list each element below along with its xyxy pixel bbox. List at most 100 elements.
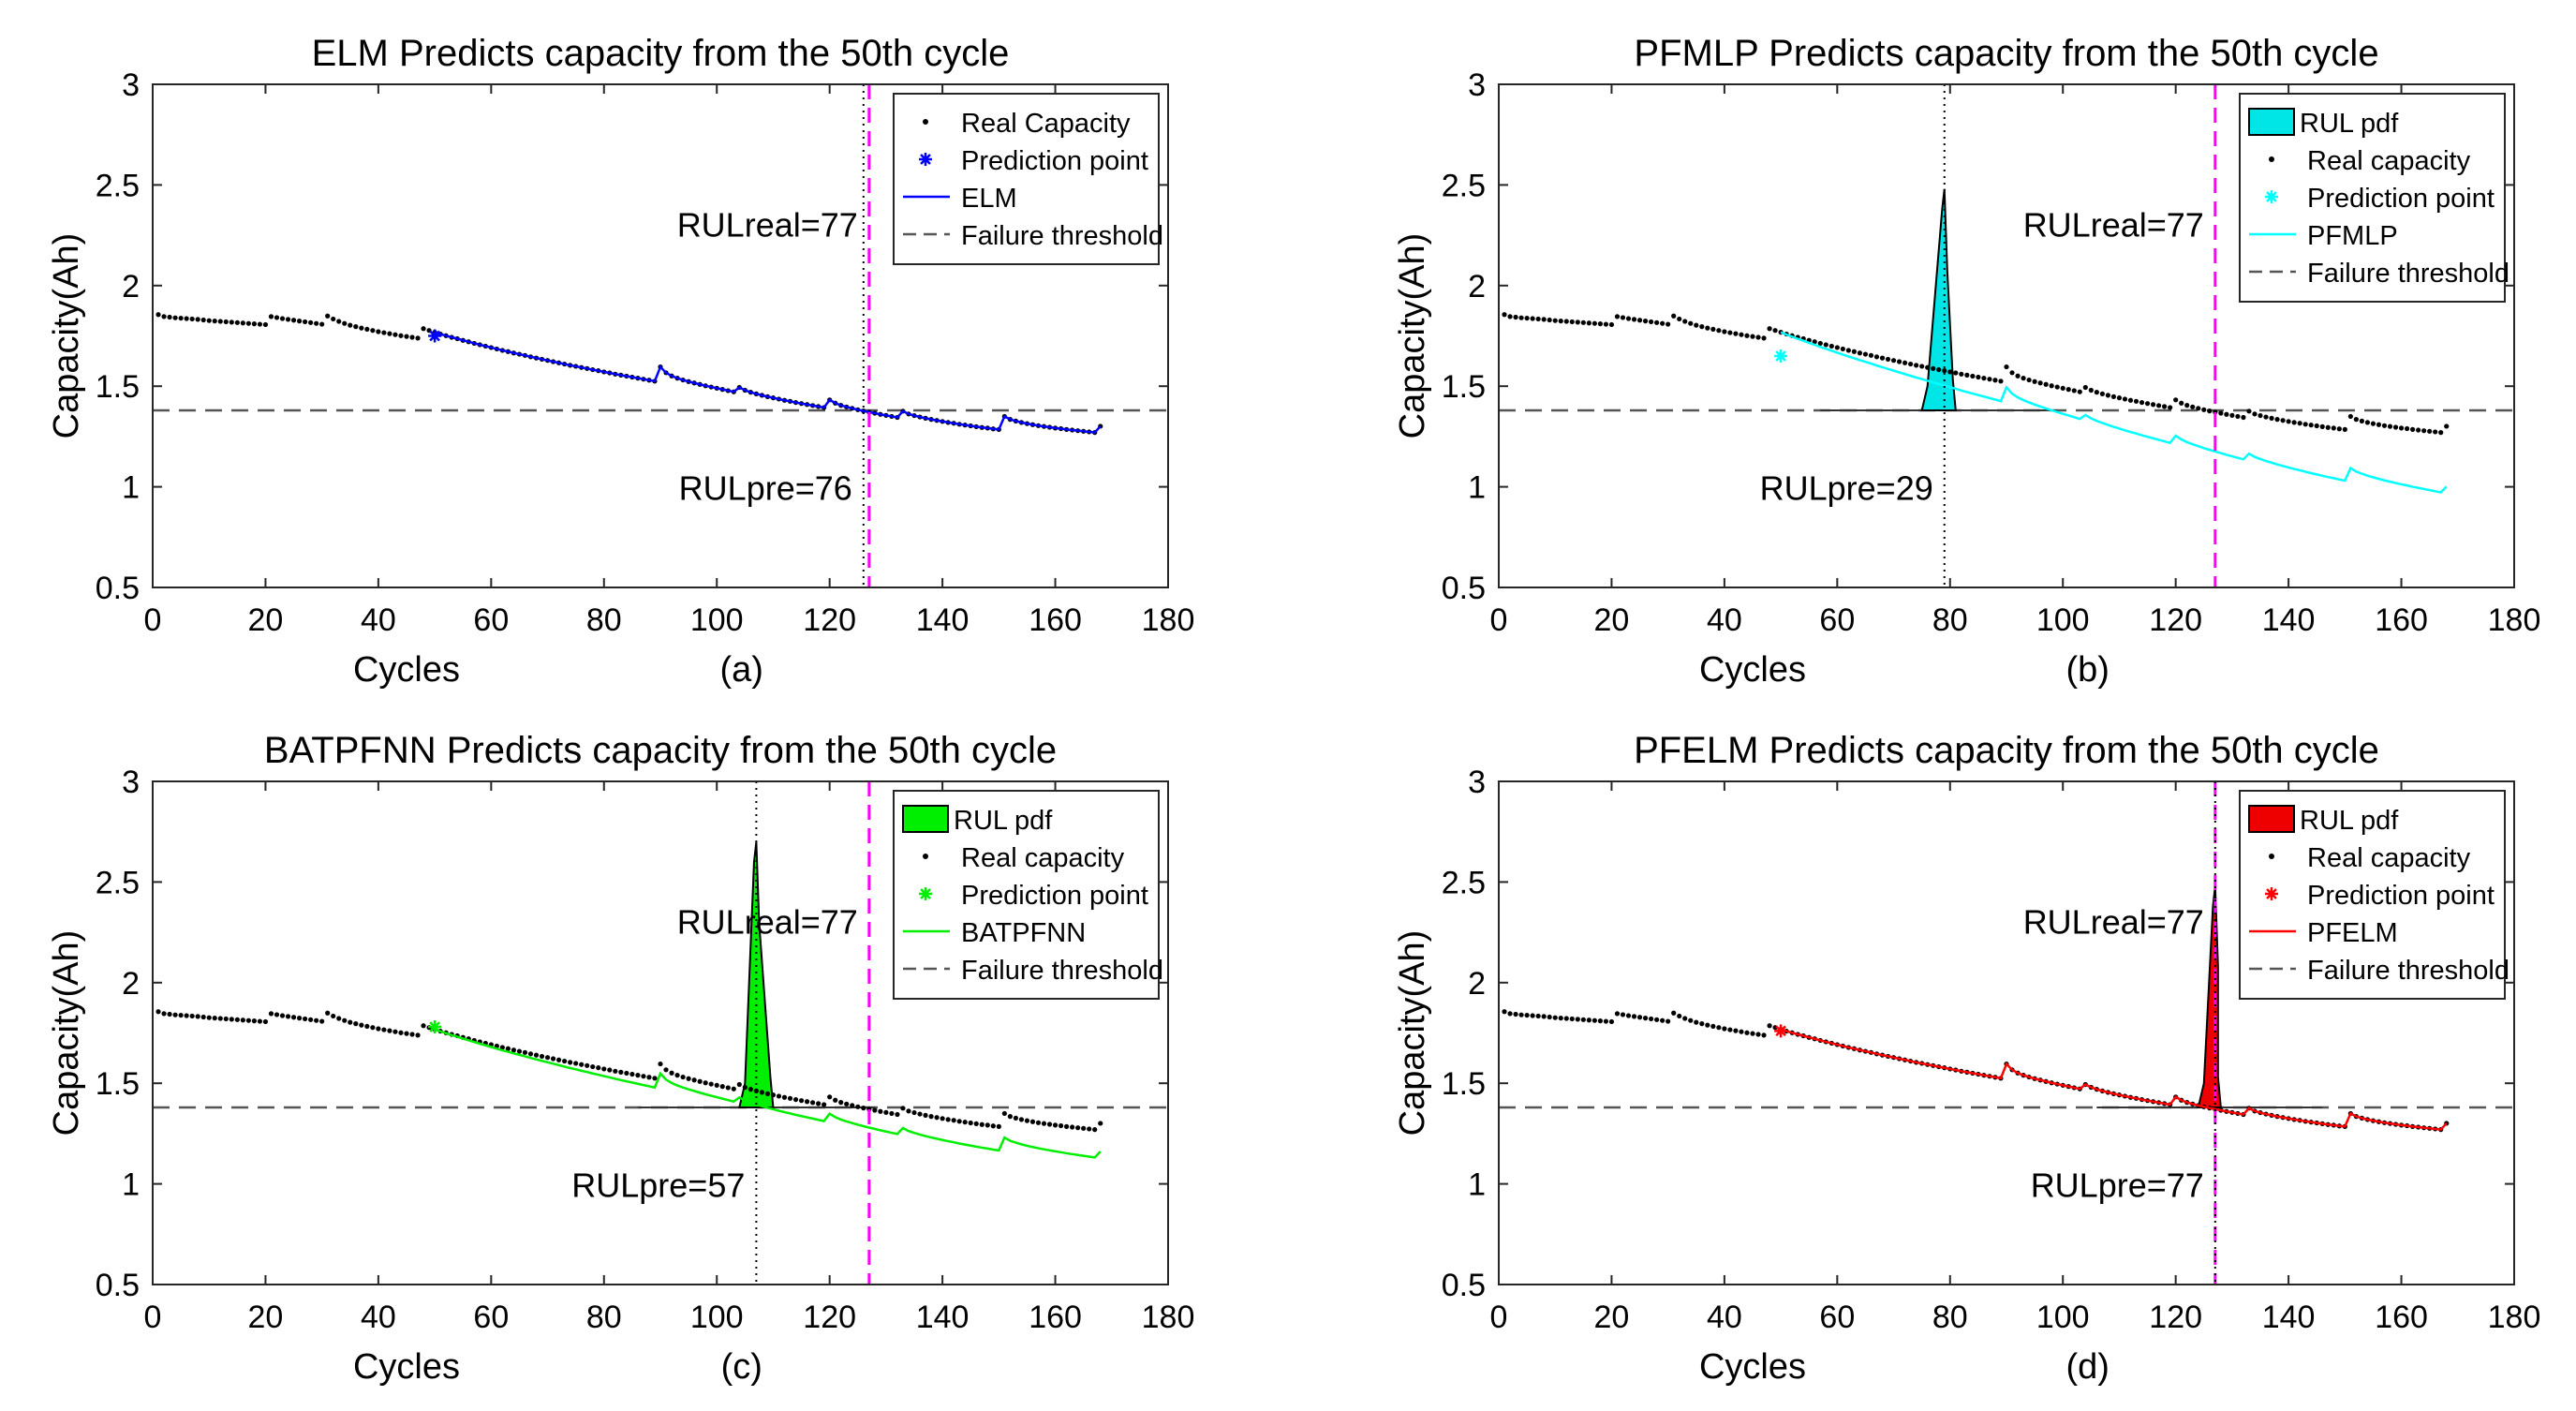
real-capacity-point	[1862, 351, 1869, 357]
real-capacity-point	[1558, 319, 1563, 324]
axes-box	[152, 83, 1169, 588]
real-capacity-point	[973, 1121, 979, 1126]
legend-label: Prediction point	[961, 881, 1148, 911]
real-capacity-point	[167, 314, 172, 320]
real-capacity-point	[646, 1075, 652, 1080]
real-capacity-point	[714, 1082, 719, 1088]
real-capacity-point	[686, 1076, 691, 1081]
real-capacity-point	[562, 1058, 568, 1064]
real-capacity-point	[1625, 316, 1632, 321]
real-capacity-point	[251, 1018, 257, 1024]
real-capacity-point	[2241, 414, 2246, 421]
real-capacity-point	[1518, 1012, 1524, 1017]
real-capacity-point	[1699, 1021, 1705, 1027]
x-tick-label: 40	[1707, 1300, 1742, 1335]
y-tick-label: 3	[1468, 765, 1486, 800]
real-capacity-point	[364, 1023, 370, 1030]
chart-panel: BATPFNN Predicts capacity from the 50th …	[47, 730, 1194, 1387]
legend-label: Real capacity	[961, 843, 1125, 873]
real-capacity-point	[415, 335, 421, 341]
real-capacity-point	[1524, 315, 1530, 321]
legend-label: Real Capacity	[961, 109, 1131, 139]
real-capacity-point	[2252, 411, 2258, 417]
real-capacity-point	[1052, 1122, 1059, 1128]
prediction-point-marker	[428, 1020, 442, 1034]
real-capacity-point	[539, 1053, 545, 1060]
real-capacity-point	[1530, 316, 1535, 321]
real-capacity-point	[392, 1029, 398, 1034]
legend-label: PFMLP	[2307, 221, 2398, 251]
y-tick-label: 2	[122, 269, 140, 304]
real-capacity-point	[1744, 333, 1750, 338]
real-capacity-point	[1569, 1016, 1575, 1022]
x-tick-label: 60	[473, 602, 509, 638]
legend: Real Capacity Prediction point ELM Failure …	[893, 93, 1163, 265]
real-capacity-point	[336, 319, 342, 324]
real-capacity-point	[1677, 316, 1682, 322]
real-capacity-point	[1041, 1121, 1047, 1126]
real-capacity-point	[1631, 317, 1637, 322]
real-capacity-point	[585, 1062, 590, 1068]
real-capacity-point	[240, 320, 245, 326]
real-capacity-point	[792, 1096, 799, 1103]
real-capacity-point	[2269, 415, 2274, 421]
real-capacity-point	[917, 1111, 923, 1117]
legend-pdf-swatch	[2248, 108, 2295, 136]
real-capacity-point	[2201, 407, 2207, 412]
real-capacity-point	[940, 1116, 945, 1121]
real-capacity-point	[1660, 320, 1666, 326]
real-capacity-point	[1614, 1011, 1621, 1017]
real-capacity-point	[1654, 1017, 1660, 1022]
y-axis-label: Capacity(Ah)	[47, 233, 86, 439]
y-tick-label: 1	[1468, 1167, 1486, 1203]
real-capacity-point	[387, 331, 392, 336]
y-tick-label: 1	[122, 470, 140, 506]
panel-label: (b)	[2065, 650, 2109, 690]
rul-pre-annotation: RULpre=76	[679, 469, 852, 508]
real-capacity-point	[370, 328, 376, 334]
x-tick-label: 40	[361, 602, 396, 638]
real-capacity-point	[274, 315, 280, 320]
real-capacity-point	[2280, 418, 2286, 423]
real-capacity-point	[1603, 321, 1609, 327]
real-capacity-point	[2207, 408, 2213, 414]
real-capacity-point	[189, 1013, 195, 1019]
real-capacity-point	[1001, 1110, 1007, 1117]
y-tick-label: 3	[122, 765, 140, 800]
real-capacity-point	[336, 1016, 342, 1021]
real-capacity-point	[804, 1099, 810, 1105]
real-capacity-point	[1868, 352, 1874, 358]
real-capacity-point	[2398, 425, 2405, 431]
x-tick-label: 160	[2375, 602, 2428, 638]
y-tick-label: 3	[1468, 67, 1486, 103]
x-tick-label: 160	[1029, 1300, 1082, 1335]
real-capacity-point	[923, 1112, 928, 1118]
real-capacity-point	[568, 1060, 573, 1065]
legend-star-marker	[919, 153, 932, 166]
real-capacity-point	[392, 332, 398, 337]
real-capacity-point	[268, 314, 274, 319]
real-capacity-point	[1649, 1016, 1654, 1022]
x-tick-label: 80	[586, 602, 622, 638]
legend: RUL pdf Real capacity Prediction point PFML…	[2239, 93, 2509, 303]
real-capacity-point	[200, 317, 206, 323]
real-capacity-point	[421, 326, 426, 332]
real-capacity-point	[1569, 319, 1575, 325]
real-capacity-point	[951, 1118, 956, 1123]
real-capacity-point	[624, 1070, 629, 1077]
x-tick-label: 60	[473, 1300, 509, 1335]
real-capacity-point	[1890, 358, 1897, 364]
real-capacity-point	[1547, 1014, 1552, 1020]
real-capacity-point	[285, 1014, 291, 1019]
real-capacity-point	[2314, 423, 2319, 429]
legend: RUL pdf Real capacity Prediction point PFEL…	[2239, 790, 2509, 1000]
real-capacity-point	[200, 1014, 206, 1020]
real-capacity-point	[613, 1068, 618, 1074]
real-capacity-point	[527, 1051, 534, 1057]
panel-label: (d)	[2065, 1347, 2109, 1387]
x-tick-label: 20	[1594, 602, 1630, 638]
y-tick-label: 1	[122, 1167, 140, 1203]
real-capacity-point	[1671, 1010, 1677, 1016]
real-capacity-point	[2427, 428, 2433, 434]
real-capacity-point	[1936, 366, 1942, 373]
